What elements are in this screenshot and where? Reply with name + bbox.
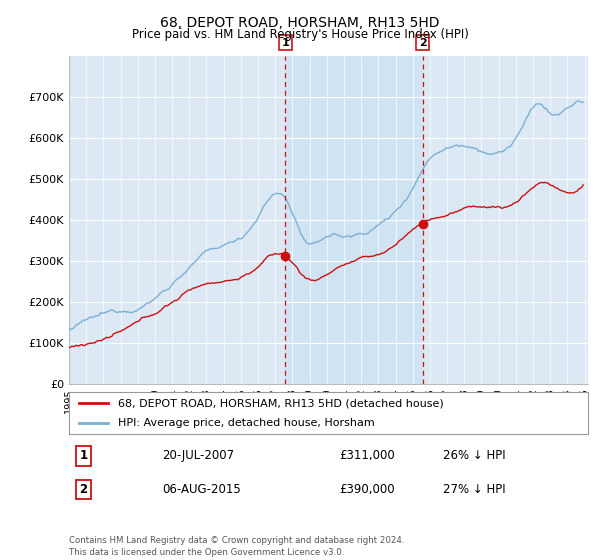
- Text: 2: 2: [79, 483, 88, 496]
- Text: £390,000: £390,000: [339, 483, 395, 496]
- Text: 1: 1: [79, 449, 88, 463]
- Text: 68, DEPOT ROAD, HORSHAM, RH13 5HD (detached house): 68, DEPOT ROAD, HORSHAM, RH13 5HD (detac…: [118, 398, 444, 408]
- Text: Contains HM Land Registry data © Crown copyright and database right 2024.
This d: Contains HM Land Registry data © Crown c…: [69, 536, 404, 557]
- Text: £311,000: £311,000: [339, 449, 395, 463]
- Text: 27% ↓ HPI: 27% ↓ HPI: [443, 483, 505, 496]
- Text: HPI: Average price, detached house, Horsham: HPI: Average price, detached house, Hors…: [118, 418, 375, 428]
- Text: 1: 1: [281, 38, 289, 48]
- Bar: [285, 56, 423, 384]
- Text: 20-JUL-2007: 20-JUL-2007: [163, 449, 235, 463]
- Text: Price paid vs. HM Land Registry's House Price Index (HPI): Price paid vs. HM Land Registry's House …: [131, 28, 469, 41]
- Text: 68, DEPOT ROAD, HORSHAM, RH13 5HD: 68, DEPOT ROAD, HORSHAM, RH13 5HD: [160, 16, 440, 30]
- Text: 2: 2: [419, 38, 427, 48]
- Text: 06-AUG-2015: 06-AUG-2015: [163, 483, 241, 496]
- Text: 26% ↓ HPI: 26% ↓ HPI: [443, 449, 505, 463]
